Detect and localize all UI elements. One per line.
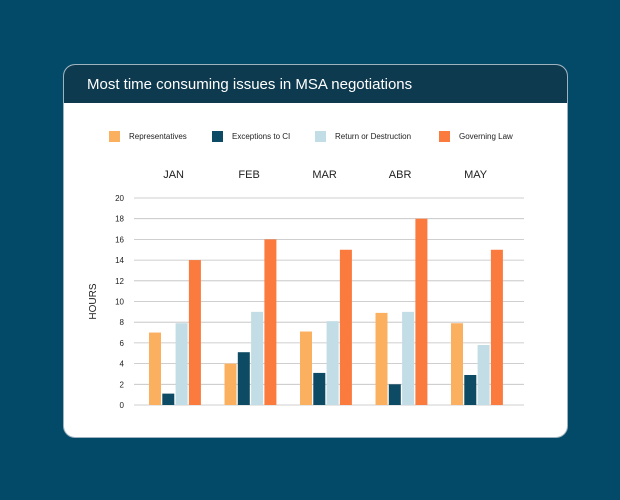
- bar-exceptions-to-ci-may: [464, 374, 477, 405]
- y-tick-label-16: 16: [115, 235, 124, 244]
- bar-exceptions-to-ci-jan: [162, 393, 175, 405]
- bar-exceptions-to-ci-feb: [237, 352, 250, 405]
- bar-return-or-destruction-feb: [251, 311, 264, 405]
- bar-governing-law-abr: [415, 218, 428, 405]
- bar-representatives-mar: [300, 331, 312, 405]
- category-label-mar: MAR: [312, 169, 337, 181]
- bar-exceptions-to-ci-mar: [313, 372, 326, 405]
- y-tick-label-4: 4: [120, 360, 125, 369]
- bar-governing-law-mar: [339, 249, 352, 405]
- y-tick-label-2: 2: [120, 380, 125, 389]
- bar-exceptions-to-ci-abr: [388, 384, 401, 405]
- y-tick-label-20: 20: [115, 194, 124, 203]
- bar-return-or-destruction-may: [477, 344, 490, 405]
- y-tick-label-0: 0: [120, 401, 125, 410]
- y-tick-label-18: 18: [115, 215, 124, 224]
- bar-representatives-abr: [375, 312, 388, 405]
- bar-return-or-destruction-mar: [326, 321, 339, 405]
- bar-representatives-feb: [224, 363, 237, 405]
- bar-representatives-may: [451, 323, 463, 405]
- y-tick-label-12: 12: [115, 277, 124, 286]
- y-axis-label: HOURS: [88, 283, 99, 319]
- bar-governing-law-may: [490, 249, 503, 405]
- bar-governing-law-jan: [188, 260, 201, 405]
- category-label-jan: JAN: [163, 169, 184, 181]
- y-tick-label-8: 8: [120, 318, 125, 327]
- category-label-may: MAY: [464, 169, 488, 181]
- bar-chart: 0 2 4 6 8 10 12 14 16 18 20 HOURS JAN FEB MAR ABR MAY: [88, 169, 524, 410]
- y-tick-label-10: 10: [115, 298, 124, 307]
- y-tick-label-6: 6: [120, 339, 125, 348]
- category-label-abr: ABR: [389, 169, 412, 181]
- y-tick-label-14: 14: [115, 256, 124, 265]
- bar-governing-law-feb: [264, 239, 277, 405]
- category-label-feb: FEB: [238, 169, 259, 181]
- bar-return-or-destruction-abr: [402, 311, 415, 405]
- bar-return-or-destruction-jan: [175, 323, 188, 405]
- card-title: Most time consuming issues in MSA negoti…: [64, 65, 567, 103]
- chart-card: Most time consuming issues in MSA negoti…: [63, 64, 568, 438]
- bar-representatives-jan: [149, 332, 161, 405]
